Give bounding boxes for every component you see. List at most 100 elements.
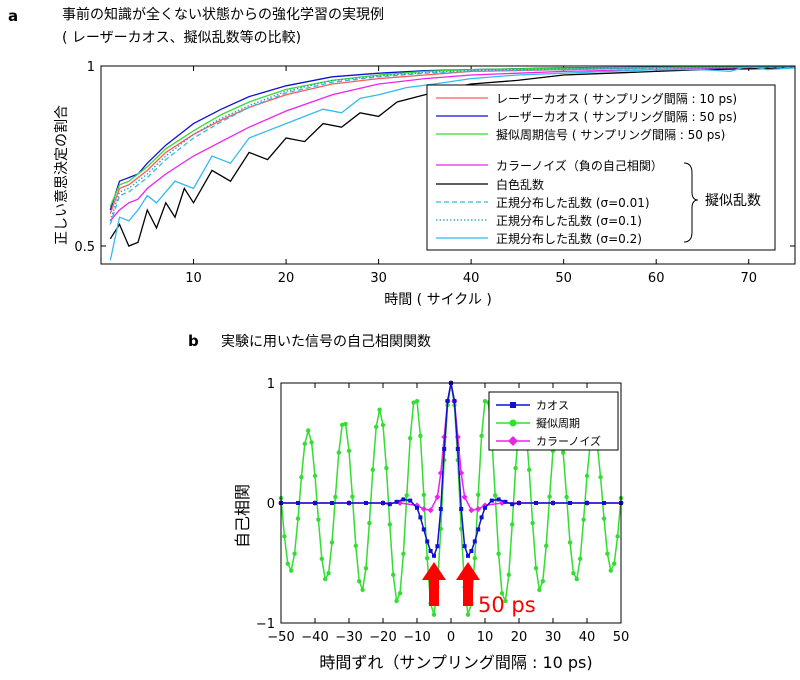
legend-label: 擬似周期信号 ( サンプリング間隔 : 50 ps) (496, 127, 725, 142)
data-point (289, 568, 294, 573)
legend-label: レーザーカオス ( サンプリング間隔 : 50 ps) (496, 110, 737, 124)
x-tick-label: 10 (185, 271, 202, 286)
series-line-4 (109, 66, 795, 222)
data-point (533, 565, 539, 571)
y-tick-label: 1 (267, 377, 275, 392)
data-point (357, 579, 362, 584)
data-point (499, 591, 505, 596)
x-tick-label: 10 (477, 630, 494, 645)
x-tick-label: 20 (511, 630, 528, 645)
data-point (414, 399, 420, 404)
data-point (475, 506, 482, 512)
panel-a-ticks: 10 20 30 40 50 60 70 0.5 1 (74, 60, 795, 286)
data-point (421, 492, 426, 498)
x-tick-label: 30 (545, 630, 562, 645)
y-tick-label: 0 (267, 497, 275, 512)
data-point (510, 502, 515, 507)
x-tick-label: 50 (555, 271, 572, 286)
x-tick-label: 30 (370, 271, 387, 286)
data-point (483, 505, 487, 510)
data-point (496, 551, 501, 556)
data-point (476, 527, 481, 532)
data-point (374, 424, 379, 429)
data-point (377, 407, 382, 412)
data-point (561, 450, 566, 455)
data-point (425, 556, 430, 561)
legend-marker (508, 436, 518, 446)
panel-a: a 事前の知識が全くない状態からの強化学習の実現例 ( レーザーカオス、擬似乱数… (8, 6, 796, 308)
x-tick-label: −40 (301, 630, 328, 645)
data-point (326, 571, 331, 576)
panel-a-plot-frame (100, 65, 796, 265)
data-point (530, 520, 535, 526)
data-point (551, 501, 555, 505)
panel-a-ylabel: 正しい意思決定の割合 (53, 105, 70, 245)
panel-a-title: 事前の知識が全くない状態からの強化学習の実現例 (62, 6, 384, 23)
panel-b: b 実験に用いた信号の自己相関関数 自己相関 時間ずれ（サンプリング間隔 : 1… (188, 332, 629, 672)
data-point (363, 565, 369, 571)
data-point (336, 450, 341, 455)
data-point (323, 576, 328, 582)
data-point (415, 505, 419, 510)
data-point (581, 517, 586, 522)
data-point (420, 506, 427, 512)
data-point (346, 448, 352, 453)
panel-b-title: 実験に用いた信号の自己相関関数 (221, 334, 431, 350)
legend-label: 擬似周期 (536, 416, 580, 430)
data-point (364, 501, 368, 505)
data-point (472, 539, 477, 544)
data-point (527, 467, 532, 472)
panel-b-xlabel: 時間ずれ（サンプリング間隔 : 10 ps) (319, 653, 592, 672)
x-tick-label: −20 (369, 630, 396, 645)
legend-label: 正規分布した乱数 (σ=0.01) (496, 195, 650, 210)
data-point (313, 501, 317, 505)
data-point (418, 515, 423, 520)
data-point (442, 447, 447, 451)
data-point (517, 501, 521, 505)
data-point (479, 515, 484, 520)
data-point (370, 467, 375, 472)
data-point (408, 498, 413, 503)
data-point (472, 556, 477, 561)
data-point (380, 422, 386, 428)
data-point (330, 501, 334, 505)
data-point (285, 561, 290, 566)
data-point (568, 501, 572, 505)
data-point (411, 400, 416, 405)
data-point (455, 447, 460, 451)
data-point (493, 493, 498, 498)
data-point (564, 494, 569, 500)
data-point (299, 475, 304, 480)
panel-b-ylabel: 自己相関 (233, 484, 252, 548)
data-point (469, 549, 474, 553)
data-point (391, 572, 396, 577)
y-tick-label: 1 (87, 60, 95, 75)
data-point (306, 428, 311, 433)
panel-a-legend-box (426, 84, 776, 251)
data-point (434, 494, 441, 500)
data-point (476, 492, 481, 498)
data-point (585, 501, 589, 505)
data-point (438, 507, 443, 511)
panel-a-subtitle: ( レーザーカオス、擬似乱数等の比較) (62, 29, 301, 46)
legend-label: レーザーカオス ( サンプリング間隔 : 10 ps) (496, 92, 737, 106)
x-tick-label: 0 (447, 630, 455, 645)
data-point (282, 534, 287, 539)
brace-icon (683, 162, 699, 243)
data-point (598, 475, 603, 480)
data-point (387, 522, 392, 527)
data-point (432, 553, 436, 558)
data-point (427, 507, 434, 514)
legend-label: 白色乱数 (496, 177, 544, 192)
data-point (347, 501, 351, 505)
panel-label-a: a (8, 7, 18, 25)
data-point (605, 551, 610, 556)
data-point (612, 561, 617, 566)
data-point (459, 507, 464, 511)
data-point (465, 612, 471, 617)
data-point (567, 540, 573, 545)
data-point (608, 568, 613, 573)
data-point (312, 473, 318, 479)
data-point (387, 502, 392, 507)
